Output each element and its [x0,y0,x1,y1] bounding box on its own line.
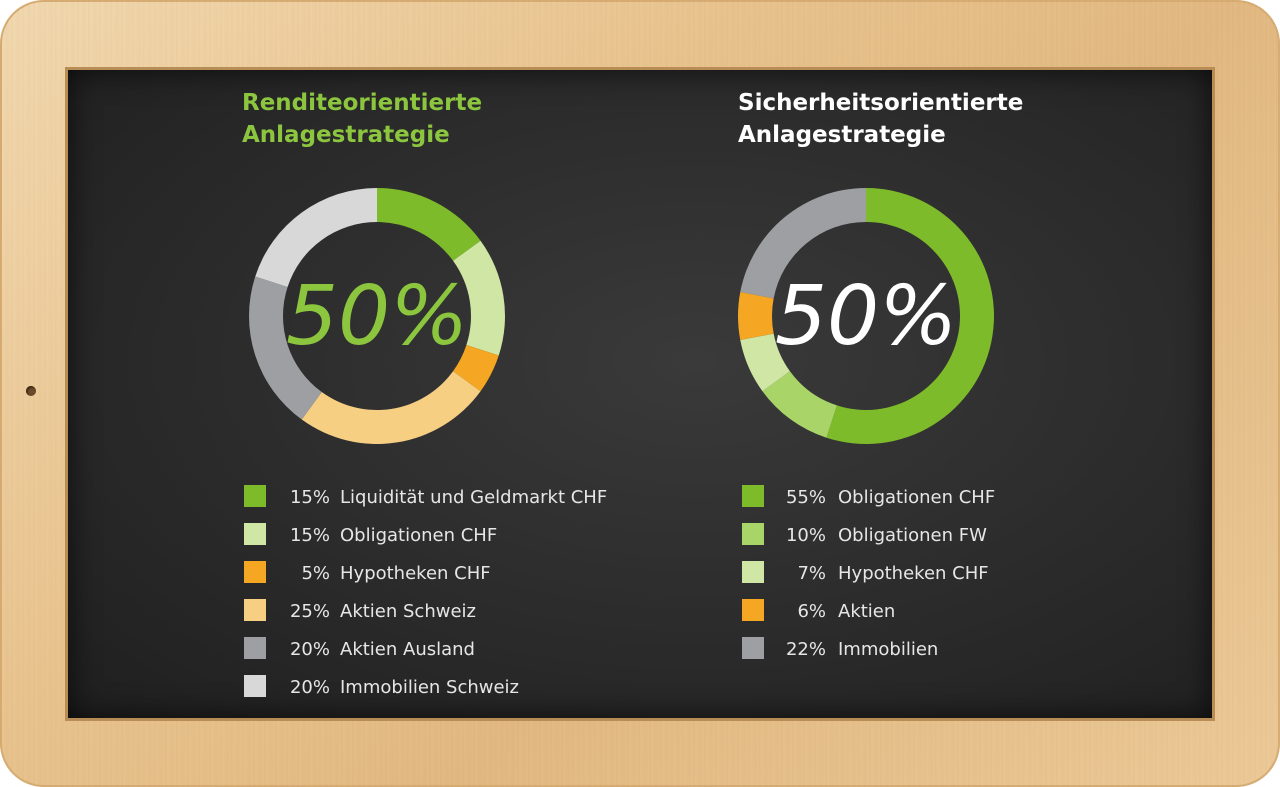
chart-2-legend-value: 7% [797,563,826,584]
chart-2-legend-swatch [742,561,764,583]
chart-1-slice [301,371,481,444]
chart-1-center-label: 50% [286,269,468,364]
chart-1-legend-label: Aktien Ausland [340,639,475,660]
chart-1-legend-swatch [244,637,266,659]
chart-1-legend-value: 5% [301,563,330,584]
frame-hole [26,386,36,396]
chart-1-slice [453,345,499,392]
chart-1-legend-value: 20% [290,639,330,660]
chart-2-legend-value: 55% [786,487,826,508]
chart-2-slice [826,188,994,444]
chart-2-title-line: Sicherheitsorientierte [738,90,1023,116]
chart-1-legend-swatch [244,675,266,697]
chart-1-legend-label: Immobilien Schweiz [340,677,519,698]
chart-2-center-label: 50% [775,269,957,364]
chart-2-legend-swatch [742,485,764,507]
chart-1-legend-swatch [244,599,266,621]
chart-2-slice [762,371,837,438]
chart-1-slice [377,188,481,261]
chart-1-legend-swatch [244,523,266,545]
chart-2-legend-label: Immobilien [838,639,938,660]
chart-1-legend-value: 15% [290,525,330,546]
chart-1-legend-label: Liquidität und Geldmarkt CHF [340,487,607,508]
chart-2-legend-label: Hypotheken CHF [838,563,989,584]
chart-1-legend-label: Obligationen CHF [340,525,497,546]
chart-1-legend-swatch [244,561,266,583]
chart-1-legend-value: 25% [290,601,330,622]
chart-2-legend-swatch [742,523,764,545]
chart-1-slice [255,188,377,287]
chart-2-legend-value: 10% [786,525,826,546]
chart-1-slice [453,240,505,356]
chart-2-legend-swatch [742,599,764,621]
chart-1-title-line: Anlagestrategie [242,122,450,148]
chart-1-legend-swatch [244,485,266,507]
chart-1-legend-label: Hypotheken CHF [340,563,491,584]
chart-2-legend-label: Obligationen CHF [838,487,995,508]
chart-1-legend-value: 15% [290,487,330,508]
chart-1-legend-value: 20% [290,677,330,698]
chart-2-legend-value: 6% [797,601,826,622]
chart-2-legend-value: 22% [786,639,826,660]
chart-2-legend-label: Aktien [838,601,895,622]
chart-2-slice [738,292,774,340]
chart-2-slice [740,188,866,299]
chart-2-title-line: Anlagestrategie [738,122,946,148]
chart-1-slice [249,276,322,420]
chart-2-legend-label: Obligationen FW [838,525,987,546]
chart-1-title-line: Renditeorientierte [242,90,482,116]
chart-1-legend-label: Aktien Schweiz [340,601,476,622]
chart-2-legend-swatch [742,637,764,659]
chart-2-slice [740,333,790,392]
